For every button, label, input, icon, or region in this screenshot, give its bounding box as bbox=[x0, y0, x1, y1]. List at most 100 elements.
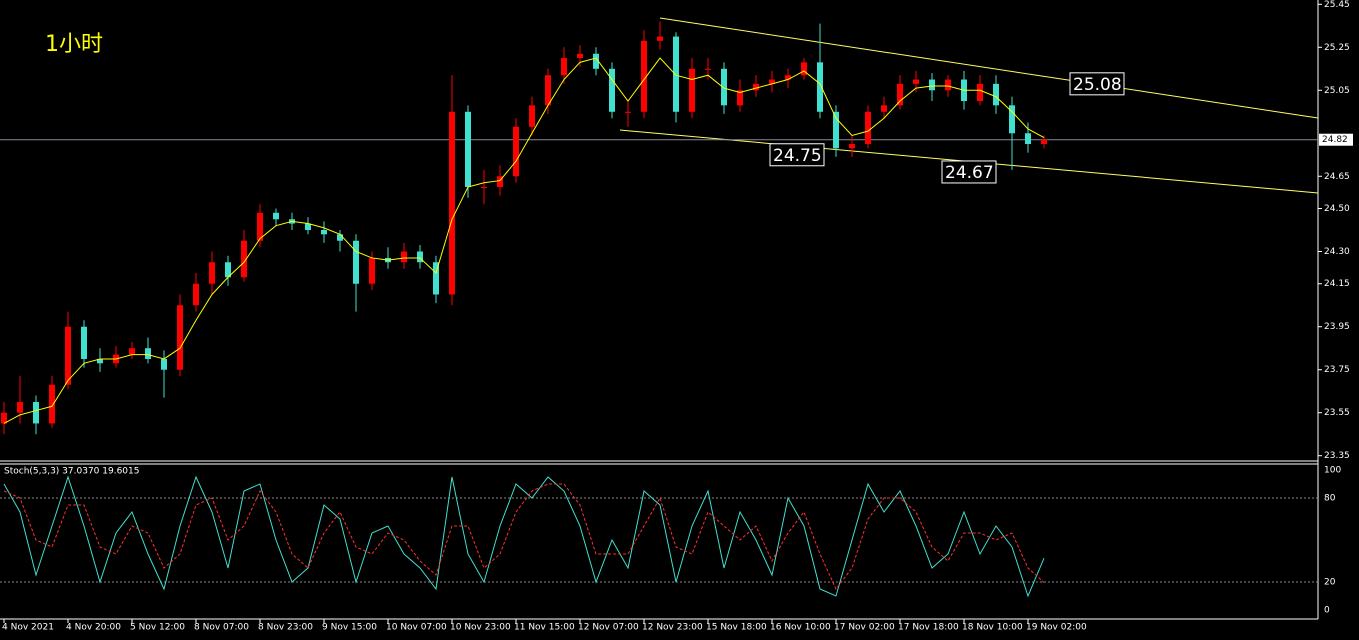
x-tick-label: 16 Nov 10:00 bbox=[770, 623, 831, 633]
candle-body bbox=[257, 212, 263, 241]
x-tick-label: 11 Nov 15:00 bbox=[514, 623, 575, 633]
candle-body bbox=[273, 212, 279, 220]
y-tick-label: 24.65 bbox=[1324, 172, 1350, 182]
candle-body bbox=[545, 75, 551, 106]
x-tick-label: 4 Nov 2021 bbox=[2, 623, 54, 633]
x-tick-label: 18 Nov 10:00 bbox=[962, 623, 1023, 633]
candle-body bbox=[209, 262, 215, 284]
candle-body bbox=[433, 262, 439, 295]
candle-body bbox=[673, 36, 679, 112]
x-tick-label: 10 Nov 23:00 bbox=[450, 623, 511, 633]
annotation-box bbox=[1069, 72, 1125, 96]
annotation-label: 24.67 bbox=[945, 163, 994, 183]
x-tick-label: 12 Nov 07:00 bbox=[578, 623, 639, 633]
price-box bbox=[1319, 133, 1353, 146]
candle-body bbox=[609, 68, 615, 112]
annotation-label: 24.75 bbox=[773, 146, 822, 166]
candle-body bbox=[401, 251, 407, 263]
candle-body bbox=[145, 348, 151, 359]
x-tick-label: 8 Nov 23:00 bbox=[258, 623, 313, 633]
candle-body bbox=[65, 326, 71, 385]
candle-body bbox=[369, 257, 375, 284]
candle-body bbox=[241, 240, 247, 278]
candle-body bbox=[801, 62, 807, 76]
candle-body bbox=[337, 234, 343, 241]
candle-body bbox=[17, 401, 23, 413]
annotation-label: 25.08 bbox=[1073, 75, 1122, 95]
candle-body bbox=[321, 230, 327, 235]
candle-body bbox=[33, 401, 39, 424]
x-tick-label: 17 Nov 18:00 bbox=[898, 623, 959, 633]
candle-body bbox=[913, 79, 919, 84]
candle-body bbox=[417, 251, 423, 263]
candle-body bbox=[865, 111, 871, 145]
chart-title: 1小时 bbox=[45, 32, 103, 57]
candle-body bbox=[721, 68, 727, 106]
x-tick-label: 12 Nov 23:00 bbox=[642, 623, 703, 633]
candle-body bbox=[1025, 133, 1031, 145]
y-tick-label: 25.45 bbox=[1324, 0, 1350, 10]
y-tick-label: 24.50 bbox=[1324, 204, 1350, 214]
candle-body bbox=[753, 83, 759, 91]
candle-body bbox=[177, 305, 183, 370]
candle-body bbox=[449, 111, 455, 295]
stoch-line bbox=[3, 475, 1045, 598]
x-tick-label: 9 Nov 15:00 bbox=[322, 623, 377, 633]
candle-body bbox=[881, 105, 887, 112]
candle-body bbox=[1009, 105, 1015, 134]
candle-body bbox=[641, 40, 647, 112]
candle-body bbox=[657, 36, 663, 41]
x-tick-label: 10 Nov 07:00 bbox=[386, 623, 447, 633]
candle-body bbox=[593, 53, 599, 69]
candle-body bbox=[161, 358, 167, 370]
x-tick-label: 19 Nov 02:00 bbox=[1026, 623, 1087, 633]
candle-body bbox=[497, 176, 503, 188]
candle-body bbox=[689, 68, 695, 112]
candle-body bbox=[193, 283, 199, 306]
candle-body bbox=[929, 79, 935, 91]
indicator-label: Stoch(5,3,3) 37.0370 19.6015 bbox=[4, 467, 139, 477]
candle-body bbox=[785, 75, 791, 80]
candle-body bbox=[529, 105, 535, 127]
x-tick-label: 8 Nov 07:00 bbox=[194, 623, 249, 633]
candle-body bbox=[225, 262, 231, 278]
candle-body bbox=[481, 187, 487, 189]
candle-body bbox=[305, 223, 311, 230]
y-tick-label: 24.15 bbox=[1324, 279, 1350, 289]
y-tick-label: 23.55 bbox=[1324, 408, 1350, 418]
candle-body bbox=[49, 384, 55, 424]
x-tick-label: 4 Nov 20:00 bbox=[66, 623, 121, 633]
candle-body bbox=[897, 83, 903, 106]
y-tick-label: 24.30 bbox=[1324, 247, 1350, 257]
candle-body bbox=[737, 90, 743, 106]
candle-body bbox=[977, 83, 983, 102]
candle-body bbox=[769, 79, 775, 84]
candle-body bbox=[561, 58, 567, 76]
candle-body bbox=[945, 79, 951, 91]
candle-body bbox=[705, 68, 711, 70]
candle-body bbox=[1041, 139, 1047, 145]
y-tick-label: 23.35 bbox=[1324, 451, 1350, 461]
x-tick-label: 5 Nov 12:00 bbox=[130, 623, 185, 633]
candle-body bbox=[577, 53, 583, 59]
candle-body bbox=[465, 111, 471, 188]
x-tick-label: 17 Nov 02:00 bbox=[834, 623, 895, 633]
candle-body bbox=[353, 240, 359, 284]
candle-body bbox=[993, 83, 999, 106]
candle-body bbox=[513, 126, 519, 177]
y-tick-label: 23.95 bbox=[1324, 322, 1350, 332]
y-tick-label: 23.75 bbox=[1324, 365, 1350, 375]
y-tick-label: 25.25 bbox=[1324, 43, 1350, 53]
x-tick-label: 15 Nov 18:00 bbox=[706, 623, 767, 633]
candle-body bbox=[81, 326, 87, 359]
annotation-box bbox=[769, 143, 825, 167]
candle-body bbox=[625, 111, 631, 113]
price-label: 24.82 bbox=[1322, 135, 1348, 145]
annotation-box bbox=[941, 160, 997, 184]
candle-body bbox=[97, 358, 103, 364]
y-tick-label: 25.05 bbox=[1324, 86, 1350, 96]
candle-body bbox=[1, 412, 7, 424]
y-tick-label: 20 bbox=[1324, 578, 1336, 588]
